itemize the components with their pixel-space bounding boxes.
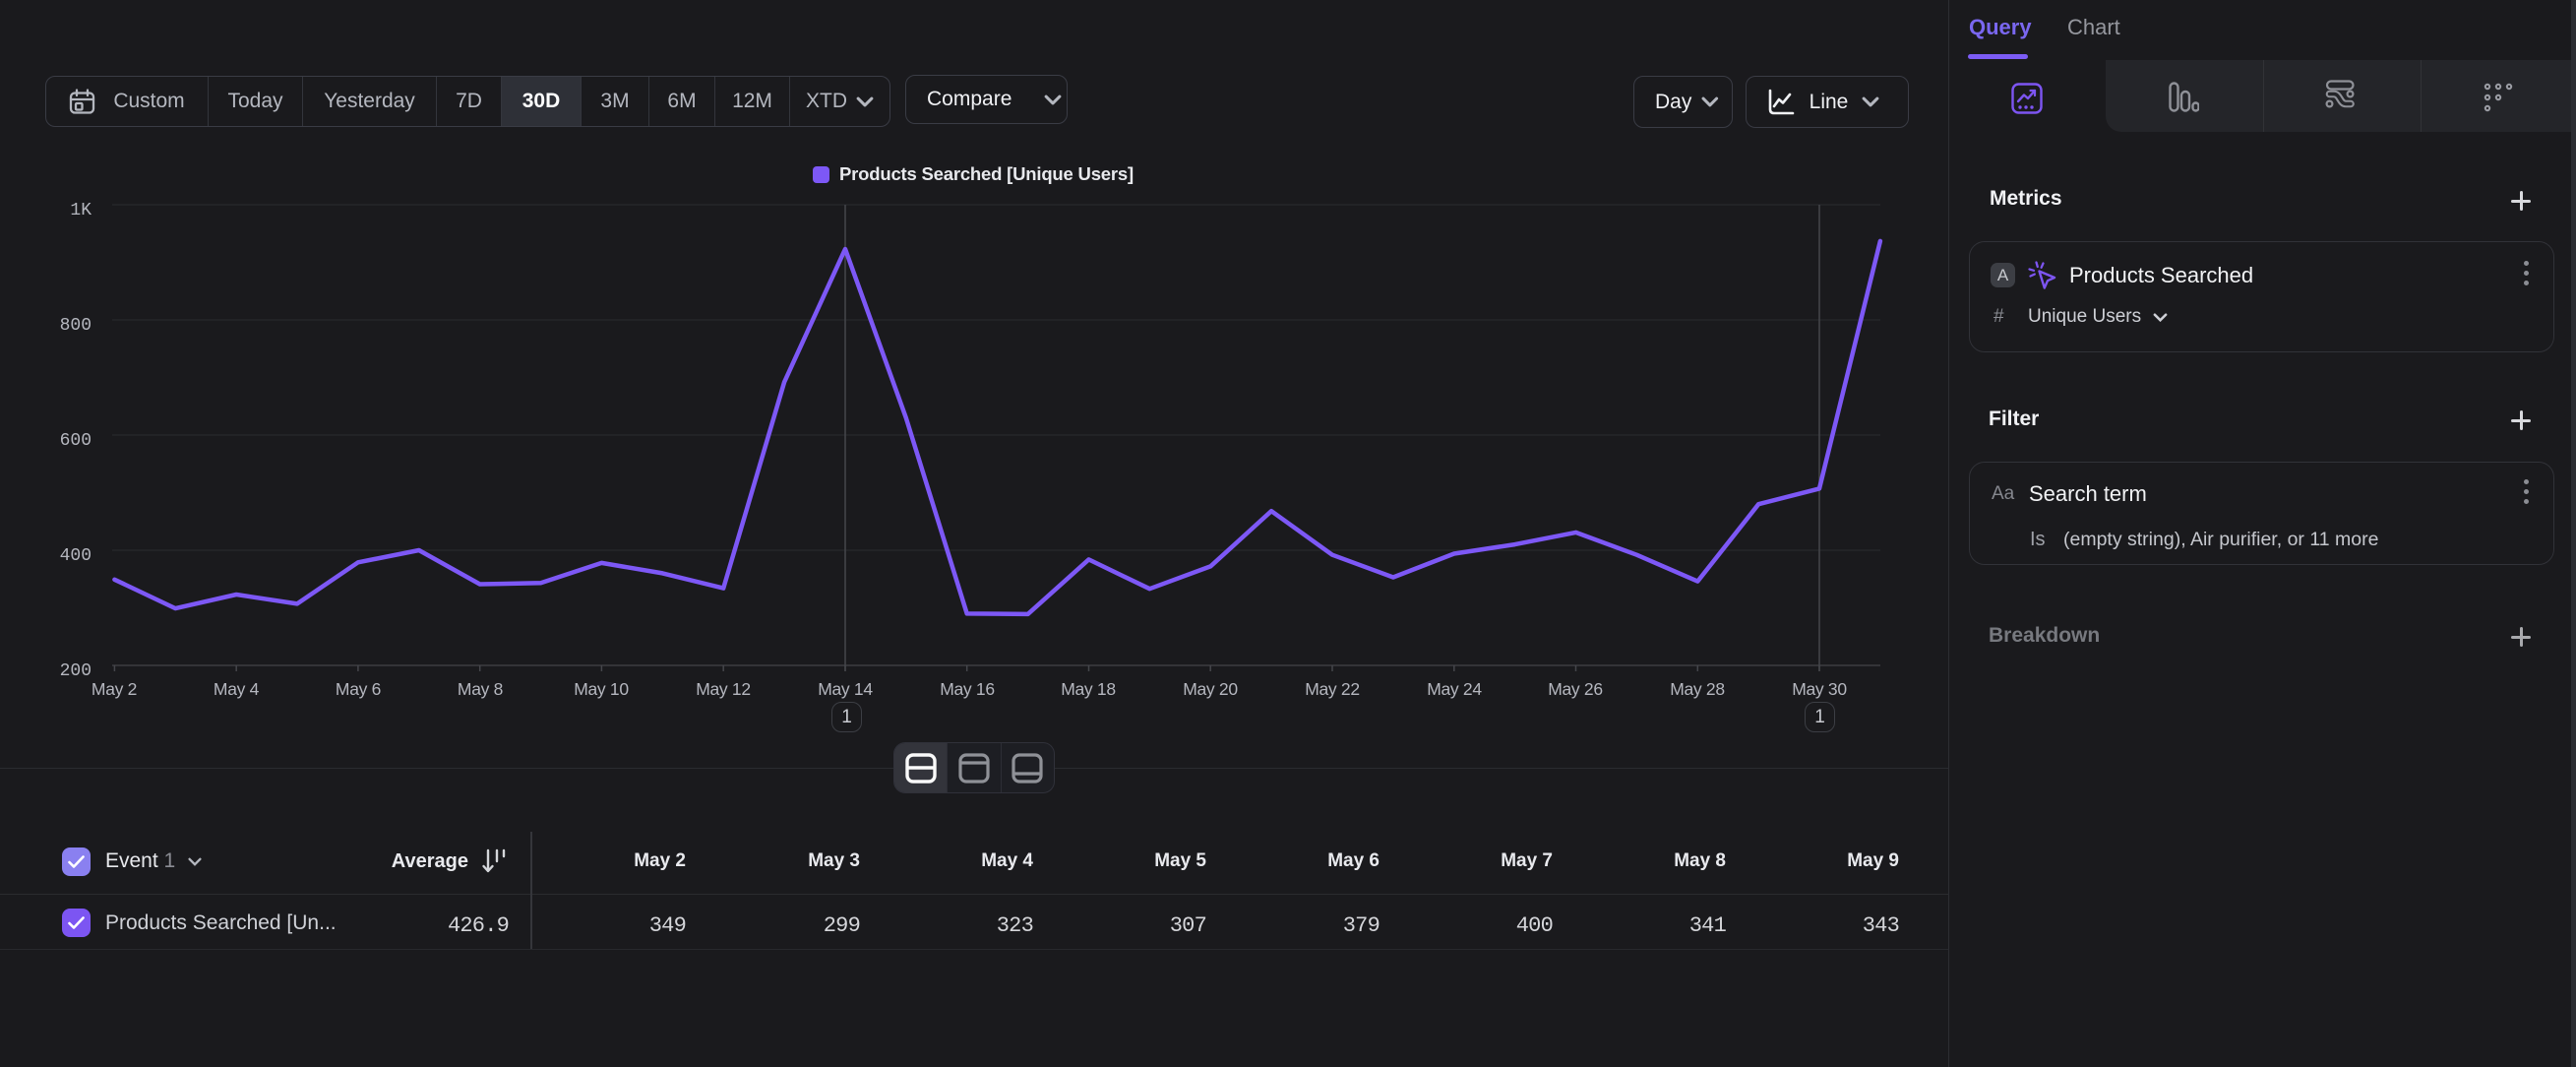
- svg-text:May 16: May 16: [940, 679, 995, 699]
- svg-text:May 14: May 14: [818, 679, 873, 699]
- svg-text:May 10: May 10: [574, 679, 629, 699]
- svg-text:May 4: May 4: [214, 679, 260, 699]
- svg-text:600: 600: [60, 431, 92, 451]
- svg-text:400: 400: [60, 546, 92, 566]
- svg-text:May 12: May 12: [696, 679, 751, 699]
- svg-text:1K: 1K: [70, 201, 92, 220]
- svg-text:800: 800: [60, 316, 92, 336]
- svg-text:May 2: May 2: [92, 679, 137, 699]
- svg-text:May 8: May 8: [458, 679, 503, 699]
- svg-text:May 18: May 18: [1061, 679, 1116, 699]
- svg-text:May 30: May 30: [1792, 679, 1847, 699]
- svg-text:200: 200: [60, 661, 92, 681]
- svg-text:May 26: May 26: [1548, 679, 1603, 699]
- svg-text:May 6: May 6: [336, 679, 381, 699]
- svg-text:May 20: May 20: [1183, 679, 1238, 699]
- svg-text:May 28: May 28: [1670, 679, 1725, 699]
- svg-text:May 22: May 22: [1305, 679, 1360, 699]
- svg-text:May 24: May 24: [1427, 679, 1482, 699]
